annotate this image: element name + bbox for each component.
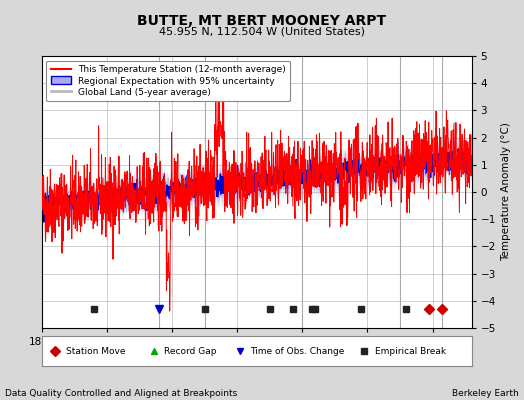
Text: 45.955 N, 112.504 W (United States): 45.955 N, 112.504 W (United States) [159, 26, 365, 36]
Text: Empirical Break: Empirical Break [375, 346, 446, 356]
Text: BUTTE, MT BERT MOONEY ARPT: BUTTE, MT BERT MOONEY ARPT [137, 14, 387, 28]
Y-axis label: Temperature Anomaly (°C): Temperature Anomaly (°C) [501, 122, 511, 262]
Text: Time of Obs. Change: Time of Obs. Change [250, 346, 345, 356]
Text: Berkeley Earth: Berkeley Earth [452, 389, 519, 398]
Legend: This Temperature Station (12-month average), Regional Expectation with 95% uncer: This Temperature Station (12-month avera… [47, 60, 290, 102]
Text: Record Gap: Record Gap [165, 346, 217, 356]
Text: Data Quality Controlled and Aligned at Breakpoints: Data Quality Controlled and Aligned at B… [5, 389, 237, 398]
Text: Station Move: Station Move [66, 346, 125, 356]
